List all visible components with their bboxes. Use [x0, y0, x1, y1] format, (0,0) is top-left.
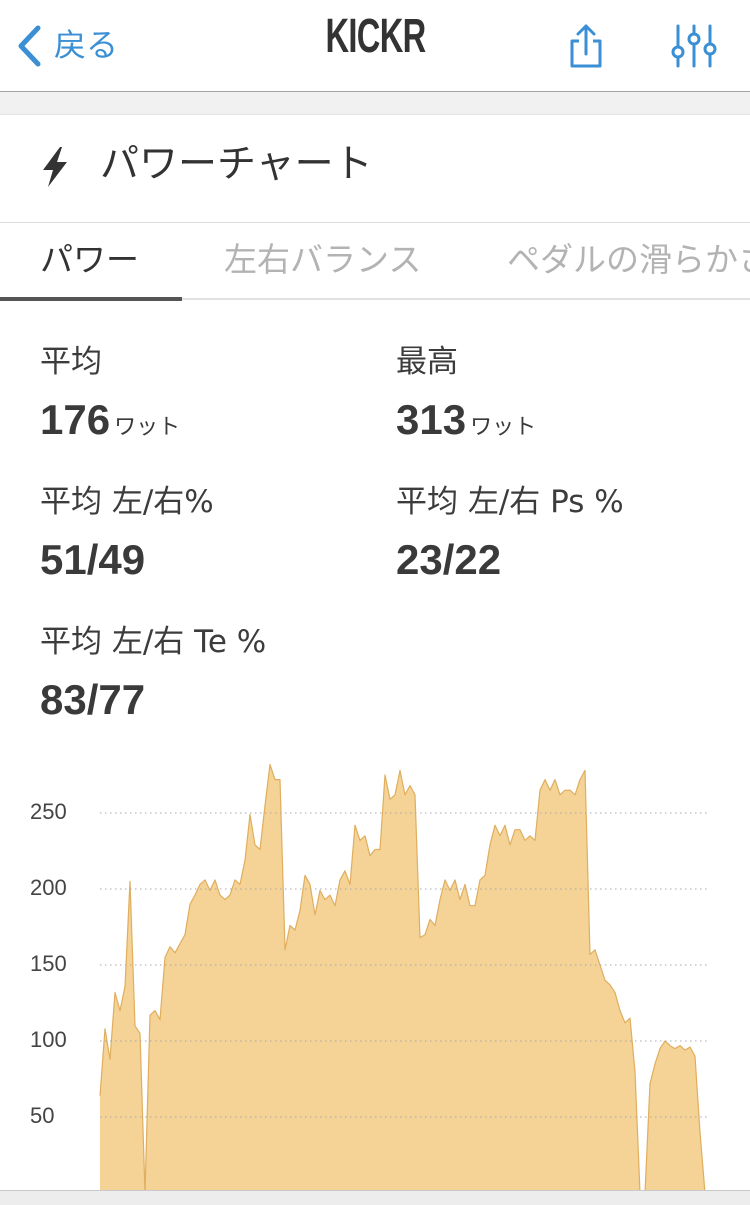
back-button[interactable]: 戻る: [14, 22, 134, 70]
stat-value-row: 23/22: [396, 535, 624, 585]
active-tab-indicator: [0, 297, 182, 301]
stat-unit: ワット: [114, 415, 181, 440]
stat-unit: ワット: [470, 415, 537, 440]
stat-value: 176: [40, 396, 111, 443]
y-tick-label-250: 250: [30, 799, 67, 824]
settings-button[interactable]: [670, 22, 718, 70]
stat-label: 平均 左/右%: [40, 484, 214, 520]
y-tick-label-150: 150: [30, 951, 67, 976]
stat-label: 平均: [40, 344, 102, 380]
stat-value-row: 83/77: [40, 675, 266, 725]
stat-max-power: 最高 313 ワット: [396, 342, 536, 445]
stat-value: 83/77: [40, 676, 146, 723]
chart-svg: 250 200 150 100 50: [30, 763, 710, 1193]
sliders-icon: [671, 24, 717, 68]
stat-average-left-right-te: 平均 左/右 Te % 83/77: [40, 622, 266, 725]
page-title: パワーチャート: [100, 142, 373, 187]
lightning-icon: [43, 147, 67, 187]
y-tick-label-50: 50: [30, 1103, 54, 1128]
bottom-bar: [0, 1190, 750, 1205]
stat-value-row: 51/49: [40, 535, 214, 585]
tab-left-right-balance[interactable]: 左右バランス: [224, 240, 422, 279]
app-logo: KICKR: [325, 10, 426, 63]
stat-value: 51/49: [40, 536, 146, 583]
nav-bar: 戻る KICKR: [0, 0, 750, 92]
chevron-left-icon: [18, 25, 41, 67]
power-chart: 250 200 150 100 50: [0, 737, 750, 1193]
series-area: [100, 764, 705, 1193]
tab-divider: [0, 298, 750, 300]
stat-value: 313: [396, 396, 467, 443]
share-icon: [570, 24, 602, 68]
stat-average-left-right: 平均 左/右% 51/49: [40, 482, 214, 585]
y-tick-label-100: 100: [30, 1027, 67, 1052]
stat-average-power: 平均 176 ワット: [40, 342, 180, 445]
back-label: 戻る: [54, 26, 119, 64]
stat-average-left-right-ps: 平均 左/右 Ps % 23/22: [396, 482, 624, 585]
stat-label: 平均 左/右 Ps %: [396, 484, 624, 520]
series-line: [99, 763, 706, 1193]
tab-power[interactable]: パワー: [40, 240, 139, 279]
tab-bar: パワー 左右バランス ペダルの滑らかさ: [0, 223, 750, 303]
separator-band: [0, 92, 750, 115]
stat-value: 23/22: [396, 536, 502, 583]
tab-pedal-smoothness[interactable]: ペダルの滑らかさ: [507, 240, 750, 279]
y-tick-label-200: 200: [30, 875, 67, 900]
share-button[interactable]: [566, 22, 606, 70]
section-header: パワーチャート: [0, 115, 750, 223]
stat-label: 平均 左/右 Te %: [40, 624, 267, 660]
stat-value-row: 313 ワット: [396, 395, 536, 445]
stat-value-row: 176 ワット: [40, 395, 180, 445]
stat-label: 最高: [396, 344, 458, 380]
